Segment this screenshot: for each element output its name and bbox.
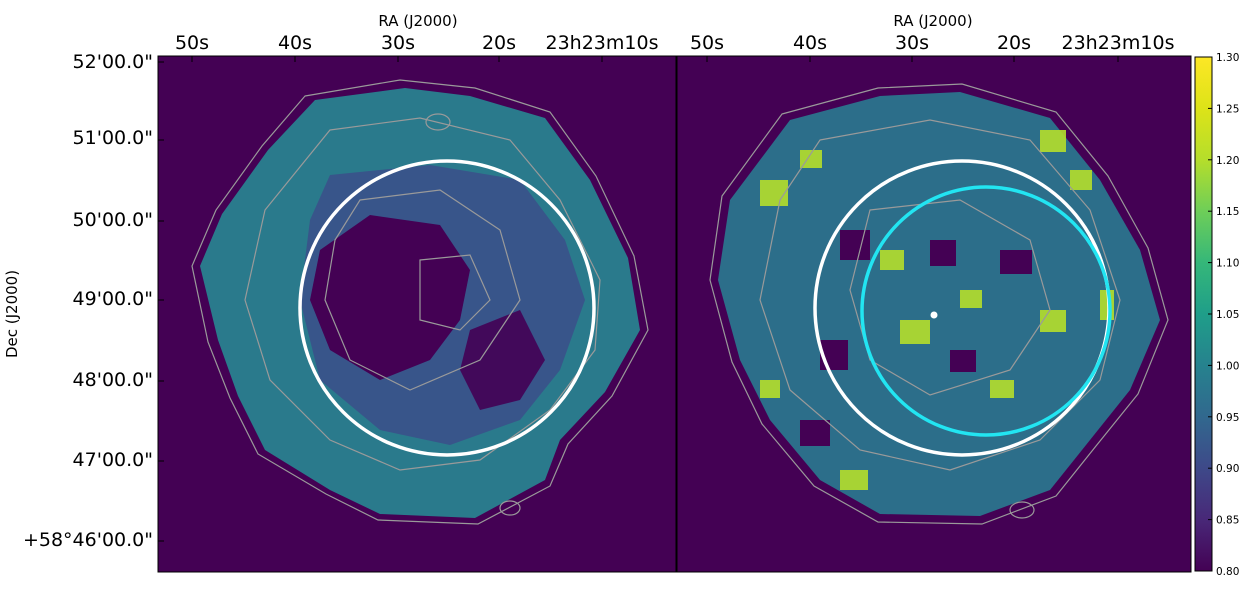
colorbar-ticks: 1.30 1.25 1.20 1.15 1.10 1.05 1.00 0.95 0.90 0.85… (1208, 52, 1239, 578)
right-x-tick: 23h23m10s (1062, 32, 1175, 54)
right-x-tick: 40s (793, 32, 827, 54)
right-panel (677, 56, 1191, 572)
right-x-tick: 30s (895, 32, 929, 54)
colorbar-tick-label: 1.25 (1216, 103, 1239, 115)
left-contour-knot (425, 113, 451, 131)
right-hole (1000, 250, 1032, 274)
right-blob (880, 250, 904, 270)
left-contour-inner-b (419, 254, 491, 331)
left-panel-frame (157, 55, 677, 573)
left-contour-inner-a (324, 189, 521, 391)
right-blob (840, 470, 868, 490)
right-cyan-circle (860, 185, 1112, 437)
left-x-ticks: 50s 40s 30s 20s 23h23m10s (175, 32, 659, 54)
left-y-tick: 52'00.0" (73, 51, 153, 73)
colorbar-tick-label: 0.95 (1216, 412, 1239, 424)
left-y-tick: 49'00.0" (73, 288, 153, 310)
left-y-tick: 48'00.0" (73, 369, 153, 391)
right-center-point (930, 311, 938, 319)
left-y-tick: 47'00.0" (73, 449, 153, 471)
right-hole (840, 230, 870, 260)
left-remnant-hollow (310, 215, 470, 380)
right-blob (900, 320, 930, 344)
right-blob (1070, 170, 1092, 190)
right-blob (800, 150, 822, 168)
left-remnant-hollow-2 (460, 310, 545, 410)
right-x-axis-title: RA (J2000) (893, 12, 972, 30)
tick-marks (158, 56, 1119, 542)
right-contour-inner (849, 199, 1051, 396)
left-contour-outer (191, 79, 649, 525)
colorbar-tick-label: 1.20 (1216, 155, 1239, 167)
right-x-tick: 20s (997, 32, 1031, 54)
right-hole (800, 420, 830, 446)
right-panel-frame (676, 55, 1192, 573)
right-contour-mid (759, 119, 1121, 471)
right-blob (1040, 130, 1066, 152)
left-x-tick: 30s (381, 32, 415, 54)
left-white-circle (298, 159, 596, 457)
colorbar-tick-label: 0.85 (1216, 515, 1239, 527)
left-x-tick: 50s (175, 32, 209, 54)
left-y-axis-title: Dec (J2000) (3, 270, 21, 358)
right-remnant-shell (718, 92, 1160, 516)
left-x-axis-title: RA (J2000) (378, 12, 457, 30)
right-dark-holes (800, 230, 1032, 446)
left-y-tick: 51'00.0" (73, 127, 153, 149)
right-blob (760, 180, 788, 206)
colorbar-tick-label: 0.90 (1216, 463, 1239, 475)
left-contour-knot-2 (499, 500, 521, 516)
colorbar: 1.30 1.25 1.20 1.15 1.10 1.05 1.00 0.95 0.90 0.85… (1194, 52, 1239, 578)
left-contour-mid (244, 117, 601, 471)
left-y-ticks: 52'00.0" 51'00.0" 50'00.0" 49'00.0" 48'0… (23, 51, 153, 551)
right-blob (760, 380, 780, 398)
right-blob (960, 290, 982, 308)
right-contours (709, 83, 1169, 525)
right-x-tick: 50s (690, 32, 724, 54)
left-x-tick: 20s (482, 32, 516, 54)
colorbar-tick-label: 1.00 (1216, 360, 1239, 372)
right-blob (990, 380, 1014, 398)
left-contours (191, 79, 649, 525)
colorbar-tick-label: 0.80 (1216, 566, 1239, 578)
colorbar-tick-label: 1.10 (1216, 258, 1239, 270)
colorbar-tick-label: 1.30 (1216, 52, 1239, 64)
right-contour-knot (1009, 501, 1035, 519)
left-x-tick: 23h23m10s (546, 32, 659, 54)
right-blob (1040, 310, 1066, 332)
colorbar-tick-label: 1.15 (1216, 206, 1239, 218)
left-panel (158, 56, 676, 572)
left-y-tick: +58°46'00.0" (23, 529, 153, 551)
right-x-ticks: 50s 40s 30s 20s 23h23m10s (690, 32, 1175, 54)
colorbar-tick-label: 1.05 (1216, 309, 1239, 321)
left-y-tick: 50'00.0" (73, 209, 153, 231)
right-contour-outer (709, 83, 1169, 525)
right-hole (950, 350, 976, 372)
right-hole (930, 240, 956, 266)
left-x-tick: 40s (278, 32, 312, 54)
